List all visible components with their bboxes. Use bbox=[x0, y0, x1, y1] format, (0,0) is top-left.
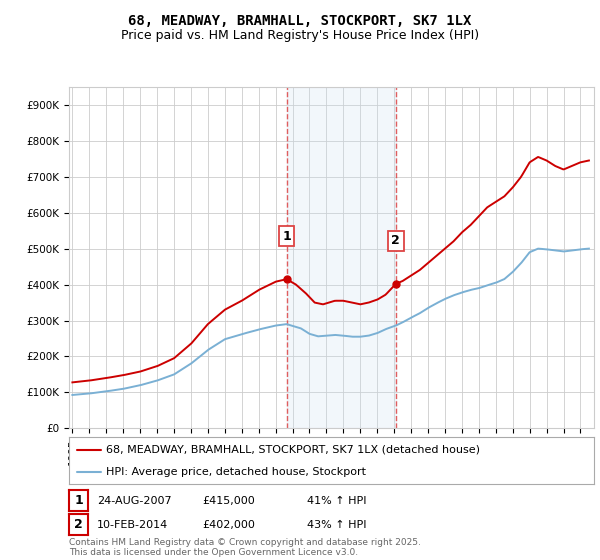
Text: 1: 1 bbox=[282, 230, 291, 242]
Text: £415,000: £415,000 bbox=[202, 496, 255, 506]
Text: 2: 2 bbox=[391, 234, 400, 247]
Text: 68, MEADWAY, BRAMHALL, STOCKPORT, SK7 1LX (detached house): 68, MEADWAY, BRAMHALL, STOCKPORT, SK7 1L… bbox=[106, 445, 480, 455]
Text: 68, MEADWAY, BRAMHALL, STOCKPORT, SK7 1LX: 68, MEADWAY, BRAMHALL, STOCKPORT, SK7 1L… bbox=[128, 14, 472, 28]
Text: £402,000: £402,000 bbox=[202, 520, 255, 530]
Text: Contains HM Land Registry data © Crown copyright and database right 2025.
This d: Contains HM Land Registry data © Crown c… bbox=[69, 538, 421, 557]
Text: HPI: Average price, detached house, Stockport: HPI: Average price, detached house, Stoc… bbox=[106, 466, 366, 477]
Text: 43% ↑ HPI: 43% ↑ HPI bbox=[307, 520, 367, 530]
Text: 41% ↑ HPI: 41% ↑ HPI bbox=[307, 496, 367, 506]
Text: Price paid vs. HM Land Registry's House Price Index (HPI): Price paid vs. HM Land Registry's House … bbox=[121, 29, 479, 42]
Text: 24-AUG-2007: 24-AUG-2007 bbox=[97, 496, 172, 506]
Text: 10-FEB-2014: 10-FEB-2014 bbox=[97, 520, 169, 530]
Text: 1: 1 bbox=[74, 494, 83, 507]
Text: 2: 2 bbox=[74, 518, 83, 531]
Bar bbox=[287, 87, 396, 428]
